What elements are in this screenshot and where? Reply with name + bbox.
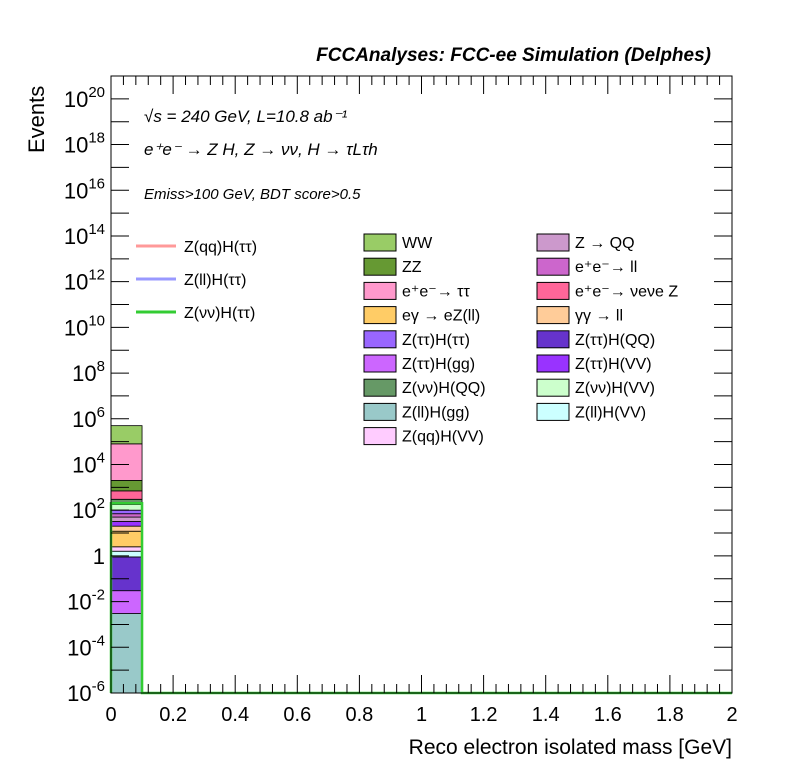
stack-bar-11 xyxy=(110,503,143,511)
x-tick-label: 1.4 xyxy=(532,704,560,726)
y-tick-label: 108 xyxy=(72,358,105,386)
y-tick-label: 1018 xyxy=(64,130,105,158)
legend-label: Z(ττ)H(gg) xyxy=(402,356,475,373)
stack-bar-2 xyxy=(110,556,143,592)
legend-label: Z(ττ)H(VV) xyxy=(575,356,652,373)
legend-label: WW xyxy=(402,235,433,252)
legend-swatch xyxy=(536,378,570,397)
x-tick-label: 0.8 xyxy=(345,704,373,726)
y-tick-label: 10-2 xyxy=(67,587,105,615)
y-axis-label: Events xyxy=(24,86,49,153)
legend-signal-label: Z(νν)H(ττ) xyxy=(184,305,255,322)
legend-label: Z → QQ xyxy=(575,235,635,252)
stack-bar-16 xyxy=(110,425,143,445)
legend-label: e⁺e⁻→ ττ xyxy=(402,283,470,300)
legend-signal-label: Z(ll)H(ττ) xyxy=(184,272,246,289)
stack-bar-13 xyxy=(110,490,143,500)
stack-bar-14 xyxy=(110,480,143,492)
legend-swatch xyxy=(536,354,570,373)
legend-swatch xyxy=(363,330,397,349)
stack-bar-4 xyxy=(110,546,143,552)
legend-swatch xyxy=(536,306,570,325)
stack-bar-15 xyxy=(110,443,143,481)
x-tick-label: 2 xyxy=(726,704,737,726)
legend-label: Z(νν)H(VV) xyxy=(575,380,655,397)
legend-column-2: Z → QQ e⁺e⁻→ ll e⁺e⁻→ νeνe Z γγ → ll Z(ττ)H(… xyxy=(536,233,678,421)
legend-swatch xyxy=(363,233,397,252)
x-tick-label: 1.2 xyxy=(470,704,498,726)
legend-swatch xyxy=(363,354,397,373)
y-tick-label: 1016 xyxy=(64,175,105,203)
legend-label: Z(ll)H(VV) xyxy=(575,404,646,421)
stack-bars xyxy=(110,425,143,694)
legend-label: e⁺e⁻→ ll xyxy=(575,259,637,276)
legend-swatch xyxy=(536,233,570,252)
legend-swatch xyxy=(363,378,397,397)
stack-bar-1 xyxy=(110,590,143,614)
legend-swatch xyxy=(536,330,570,349)
chart-title: FCCAnalyses: FCC-ee Simulation (Delphes) xyxy=(316,45,711,66)
stack-bar-6 xyxy=(110,525,143,532)
y-tick-label: 1 xyxy=(93,544,105,569)
stack-bar-0 xyxy=(110,613,143,694)
legend-label: ZZ xyxy=(402,259,422,276)
legend-label: Z(ττ)H(QQ) xyxy=(575,332,655,349)
x-tick-label: 1.8 xyxy=(656,704,684,726)
legend-label: Z(qq)H(VV) xyxy=(402,429,484,446)
legend-swatch xyxy=(363,402,397,421)
stack-bar-10 xyxy=(110,509,143,515)
legend-swatch xyxy=(363,306,397,325)
x-axis-ticks: 0 0.2 0.4 0.6 0.8 1 1.2 1.4 1.6 1.8 2 xyxy=(105,76,738,726)
stack-bar-9 xyxy=(110,513,143,518)
x-tick-label: 1 xyxy=(416,704,427,726)
legend-swatch xyxy=(536,257,570,276)
legend-label: eγ → eZ(ll) xyxy=(402,308,480,325)
signal-line-2 xyxy=(109,502,732,695)
y-tick-label: 106 xyxy=(72,404,105,432)
y-tick-label: 1020 xyxy=(64,84,105,112)
legend-label: Z(νν)H(QQ) xyxy=(402,380,486,397)
x-tick-label: 0 xyxy=(105,704,116,726)
legend-swatch xyxy=(363,427,397,446)
legend-swatch xyxy=(536,402,570,421)
x-axis-label: Reco electron isolated mass [GeV] xyxy=(409,736,732,759)
y-tick-label: 1010 xyxy=(64,312,105,340)
y-axis-ticks: 10-6 10-4 10-2 1 102 104 106 108 1010 1012 1014 101… xyxy=(64,75,732,706)
signal-lines xyxy=(109,502,732,695)
y-tick-label: 10-6 xyxy=(67,678,105,706)
legend-signals: Z(qq)H(ττ) Z(ll)H(ττ) Z(νν)H(ττ) xyxy=(136,239,257,322)
x-tick-label: 0.2 xyxy=(159,704,187,726)
annotation-line-3: Emiss>100 GeV, BDT score>0.5 xyxy=(144,186,361,203)
x-tick-label: 0.6 xyxy=(283,704,311,726)
y-tick-label: 102 xyxy=(72,495,105,523)
annotation-line-1: √s = 240 GeV, L=10.8 ab⁻¹ xyxy=(144,107,348,126)
stack-bar-7 xyxy=(110,521,143,527)
annotation-line-2: e⁺e⁻ → Z H, Z → νν, H → τLτh xyxy=(144,140,378,159)
y-tick-label: 1012 xyxy=(64,267,105,295)
stack-bar-5 xyxy=(110,530,143,548)
legend-label: Z(ll)H(gg) xyxy=(402,404,470,421)
legend-signal-label: Z(qq)H(ττ) xyxy=(184,239,257,256)
y-tick-label: 10-4 xyxy=(67,632,105,660)
x-tick-label: 0.4 xyxy=(221,704,249,726)
annotation-energy: √s = 240 GeV, L=10.8 ab⁻¹ xyxy=(144,107,348,126)
legend-swatch xyxy=(363,281,397,300)
legend-label: e⁺e⁻→ νeνe Z xyxy=(575,283,678,300)
x-tick-label: 1.6 xyxy=(594,704,622,726)
y-tick-label: 1014 xyxy=(64,221,105,249)
legend-label: Z(ττ)H(ττ) xyxy=(402,332,470,349)
legend-column-1: WW ZZ e⁺e⁻→ ττ eγ → eZ(ll) Z(ττ)H(ττ) Z(ττ)H(… xyxy=(363,233,486,446)
legend-swatch xyxy=(536,281,570,300)
legend-swatch xyxy=(363,257,397,276)
legend-label: γγ → ll xyxy=(575,308,623,325)
stack-bar-8 xyxy=(110,516,143,522)
y-tick-label: 104 xyxy=(72,449,105,477)
